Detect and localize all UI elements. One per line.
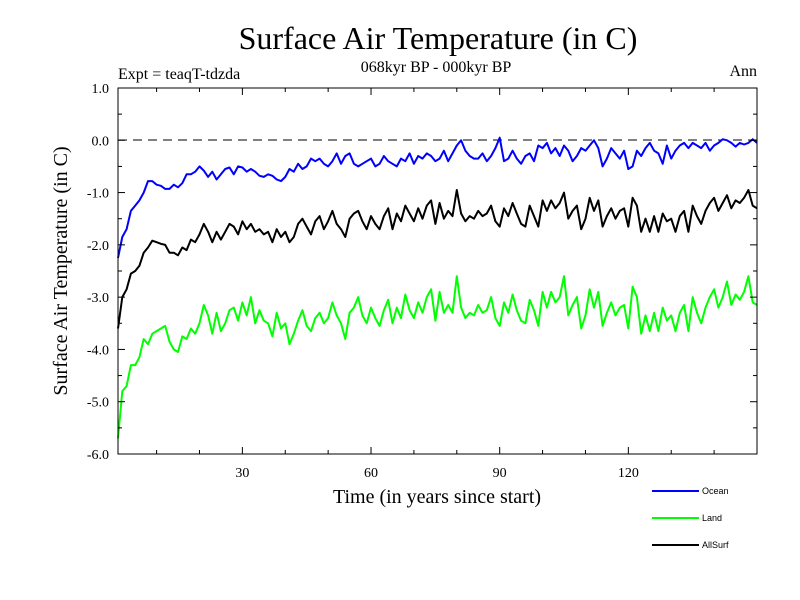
experiment-label: Expt = teaqT-tdzda [118, 66, 240, 83]
chart-subtitle: 068kyr BP - 000kyr BP [361, 59, 512, 76]
series-line-land [117, 275, 758, 439]
series-line-ocean [117, 136, 758, 259]
chart-title: Surface Air Temperature (in C) [239, 20, 638, 56]
plot-frame [117, 87, 758, 455]
x-axis-label: Time (in years since start) [333, 486, 541, 508]
x-tick-label: 90 [493, 466, 507, 481]
y-axis-label: Surface Air Temperature (in C) [50, 146, 72, 395]
y-tick-label: -2.0 [87, 239, 109, 254]
y-tick-label: -5.0 [87, 396, 109, 411]
legend: Ocean Land AllSurf [652, 486, 729, 550]
x-tick-label: 120 [618, 466, 639, 481]
y-tick-label: -6.0 [87, 448, 109, 463]
legend-label-allsurf: AllSurf [702, 540, 729, 550]
series-layer [117, 136, 758, 439]
x-tick-label: 60 [364, 466, 378, 481]
x-tick-label: 30 [235, 466, 249, 481]
period-label: Ann [729, 63, 757, 80]
y-tick-label: -1.0 [87, 187, 109, 202]
y-tick-label: -3.0 [87, 291, 109, 306]
series-line-allsurf [117, 189, 758, 329]
y-tick-label: -4.0 [87, 343, 109, 358]
axis-layer: 1.0 0.0 -1.0 -2.0 -3.0 -4.0 -5.0 -6.0 30 60 90 120 [87, 82, 757, 481]
y-tick-label: 1.0 [92, 82, 110, 97]
legend-label-ocean: Ocean [702, 486, 729, 496]
y-tick-label: 0.0 [92, 134, 110, 149]
legend-label-land: Land [702, 513, 722, 523]
